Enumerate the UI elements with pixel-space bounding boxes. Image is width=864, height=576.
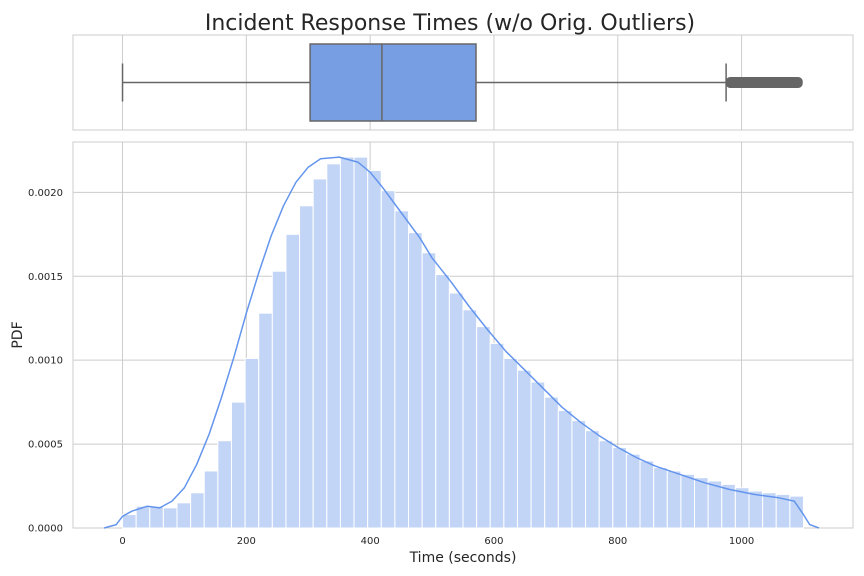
histogram-bar bbox=[162, 507, 178, 529]
histogram-bar bbox=[122, 514, 137, 529]
histogram-bar bbox=[734, 487, 750, 529]
x-tick-label: 800 bbox=[608, 536, 627, 547]
histogram-bar bbox=[149, 505, 164, 529]
kde-curve-group bbox=[103, 156, 820, 529]
histogram-bar bbox=[789, 495, 804, 529]
y-tick-label: 0.0010 bbox=[28, 356, 63, 367]
histogram-bar bbox=[326, 163, 341, 529]
histogram-bar bbox=[190, 492, 205, 529]
box-iqr bbox=[309, 43, 477, 122]
histogram-bar bbox=[353, 156, 369, 529]
histogram-panel: 0.0000 0.0005 0.0010 0.0015 0.0020 0 200 400 60… bbox=[28, 141, 854, 547]
x-tick-label: 400 bbox=[361, 536, 380, 547]
y-tick-label: 0.0015 bbox=[28, 272, 63, 283]
histogram-bar bbox=[639, 460, 655, 529]
histogram-bar bbox=[612, 446, 627, 529]
y-tick-label: 0.0005 bbox=[28, 440, 63, 451]
y-tick-label: 0.0020 bbox=[28, 188, 63, 199]
histogram-bar bbox=[435, 274, 450, 529]
histogram-bar bbox=[694, 477, 709, 529]
histogram-bar bbox=[176, 502, 192, 529]
boxplot-marks bbox=[121, 43, 803, 122]
histogram-bar bbox=[762, 492, 777, 529]
histogram-bar bbox=[544, 396, 559, 529]
histogram-bar bbox=[312, 178, 328, 529]
histogram-bar bbox=[203, 470, 219, 529]
x-tick-label: 1000 bbox=[729, 536, 754, 547]
histogram-bar bbox=[653, 467, 668, 529]
histogram-bar bbox=[230, 401, 246, 529]
y-tick-labels: 0.0000 0.0005 0.0010 0.0015 0.0020 bbox=[28, 188, 63, 535]
histogram-bar bbox=[380, 190, 396, 529]
histogram-bar bbox=[299, 205, 314, 529]
histogram-bar bbox=[217, 440, 232, 529]
histogram-bar bbox=[585, 430, 600, 529]
x-tick-labels: 0 200 400 600 800 1000 bbox=[119, 536, 754, 547]
histogram-bar bbox=[707, 480, 723, 529]
histogram-bar bbox=[448, 292, 464, 529]
x-axis-label: Time (seconds) bbox=[409, 550, 517, 566]
histogram-bar bbox=[367, 170, 382, 529]
histogram-bar bbox=[339, 156, 355, 529]
histogram-bar bbox=[244, 357, 260, 529]
histogram-bar bbox=[271, 270, 287, 529]
y-axis-label: PDF bbox=[10, 321, 26, 348]
histogram-bar bbox=[571, 420, 587, 529]
histogram-bar bbox=[666, 470, 682, 529]
histogram-bar bbox=[258, 312, 273, 529]
histogram-bar bbox=[462, 309, 478, 529]
histogram-bar bbox=[421, 252, 437, 529]
histogram-bar bbox=[680, 473, 696, 529]
outlier-points bbox=[725, 77, 803, 88]
boxplot-panel bbox=[72, 34, 854, 131]
histogram-bar bbox=[748, 490, 764, 529]
histogram-bar bbox=[530, 381, 546, 529]
chart-title: Incident Response Times (w/o Orig. Outli… bbox=[205, 11, 695, 36]
kde-curve bbox=[103, 156, 820, 529]
histogram-bar bbox=[625, 453, 641, 529]
histogram-bar bbox=[489, 342, 505, 529]
histogram-bar bbox=[285, 233, 301, 529]
histogram-bar bbox=[598, 440, 614, 529]
y-tick-label: 0.0000 bbox=[28, 524, 63, 535]
histogram-bar bbox=[394, 210, 410, 529]
x-tick-label: 600 bbox=[484, 536, 503, 547]
x-tick-label: 200 bbox=[237, 536, 256, 547]
histogram-bar bbox=[516, 369, 532, 529]
histogram-bar bbox=[408, 232, 423, 529]
histogram-bar bbox=[503, 357, 518, 529]
histogram-bars bbox=[122, 156, 804, 529]
histogram-bar bbox=[557, 410, 573, 529]
histogram-bar bbox=[476, 326, 491, 529]
x-tick-label: 0 bbox=[119, 536, 125, 547]
